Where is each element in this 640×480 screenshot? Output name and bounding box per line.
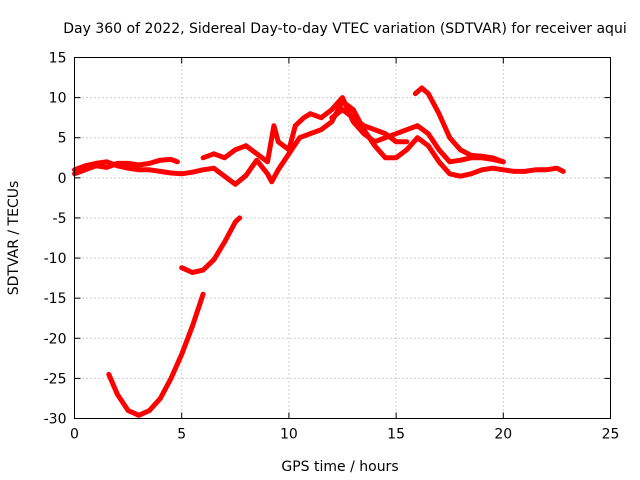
x-tick-label: 5 xyxy=(177,427,186,443)
x-tick-label: 0 xyxy=(70,427,79,443)
y-axis-label: SDTVAR / TECUs xyxy=(6,181,22,296)
y-tick-label: -25 xyxy=(44,371,67,387)
plot-frame xyxy=(74,57,611,419)
y-tick-label: -30 xyxy=(44,412,67,428)
trace-upper-b xyxy=(329,107,410,145)
trace-mid-arc xyxy=(179,215,243,275)
trace-base-a xyxy=(72,99,566,187)
trace-upper-a xyxy=(200,95,506,165)
x-axis-label: GPS time / hours xyxy=(281,459,398,475)
y-tick-label: 15 xyxy=(49,51,67,67)
x-tick-label: 10 xyxy=(280,427,298,443)
trace-deep-arc xyxy=(106,291,206,418)
y-tick-label: -15 xyxy=(44,291,67,307)
series-group xyxy=(72,85,566,418)
y-tick-label: -20 xyxy=(44,331,67,347)
y-tick-label: -10 xyxy=(44,251,67,267)
y-tick-label: -5 xyxy=(53,211,67,227)
x-tick-label: 15 xyxy=(387,427,405,443)
x-tick-label: 20 xyxy=(494,427,512,443)
y-tick-label: 10 xyxy=(49,91,67,107)
y-tick-label: 5 xyxy=(58,131,67,147)
x-tick-label: 25 xyxy=(602,427,620,443)
trace-base-b xyxy=(72,156,180,177)
trace-high xyxy=(412,85,506,165)
chart-title: Day 360 of 2022, Sidereal Day-to-day VTE… xyxy=(63,21,626,37)
y-tick-label: 0 xyxy=(58,171,67,187)
